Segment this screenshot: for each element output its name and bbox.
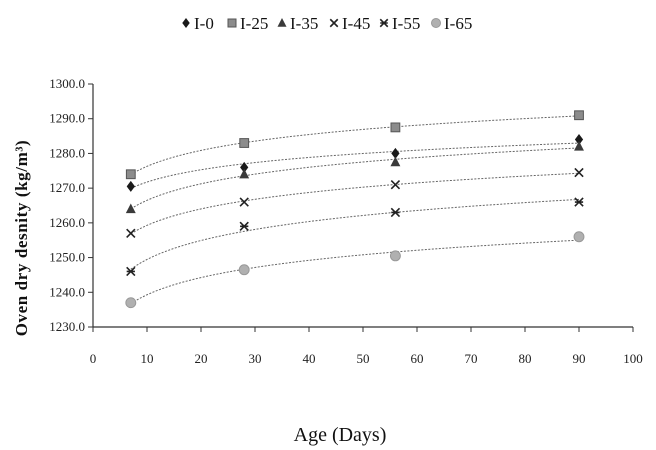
- x-tick-label: 0: [90, 351, 97, 366]
- legend-marker-i-25: [227, 18, 237, 28]
- legend-marker-i-55: [379, 18, 389, 28]
- data-point-i-25: [125, 169, 136, 180]
- legend-label: I-65: [444, 14, 472, 33]
- data-point-i-35: [390, 156, 401, 167]
- data-point-i-65: [573, 231, 585, 243]
- data-point-i-25: [390, 122, 401, 133]
- data-point-i-35: [574, 140, 584, 151]
- axes: [92, 84, 633, 328]
- y-tick-label: 1290.0: [49, 111, 85, 126]
- data-point-i-65: [125, 297, 137, 309]
- data-point-i-25: [239, 138, 250, 148]
- x-tick-label: 20: [195, 351, 208, 366]
- trendline-i-55: [130, 198, 580, 270]
- y-tick-label: 1270.0: [49, 180, 85, 195]
- legend-marker-i-45: [329, 18, 339, 28]
- data-point-i-55: [390, 207, 401, 218]
- x-tick-label: 90: [573, 351, 586, 366]
- data-point-i-35: [125, 203, 136, 214]
- legend-label: I-35: [290, 14, 318, 33]
- y-tick-label: 1230.0: [49, 319, 85, 334]
- data-point-i-55: [126, 266, 136, 277]
- legend-item-i-35: I-35: [277, 14, 318, 33]
- y-tick-label: 1250.0: [49, 250, 85, 265]
- y-tick-label: 1240.0: [49, 284, 85, 299]
- data-point-i-45: [574, 167, 584, 178]
- trendline-i-35: [130, 147, 580, 210]
- y-axis-title: Oven dry desnity (kg/m³): [12, 140, 31, 337]
- legend-marker-i-0: [182, 18, 190, 28]
- data-point-i-0: [574, 134, 584, 146]
- data-point-i-45: [390, 179, 401, 190]
- trendline-i-65: [130, 239, 580, 305]
- legend: I-0 I-25 I-35 I-45 I-55 I-65: [182, 14, 472, 33]
- y-ticks: 1230.0 1240.0 1250.0 1260.0 1270.0 1280.0 1290…: [49, 76, 93, 334]
- x-tick-label: 100: [623, 351, 643, 366]
- legend-label: I-25: [240, 14, 268, 33]
- data-point-i-0: [240, 161, 249, 173]
- data-point-i-65: [238, 264, 250, 276]
- y-tick-label: 1300.0: [49, 76, 85, 91]
- legend-item-i-25: I-25: [227, 14, 268, 33]
- data-point-i-35: [239, 168, 250, 179]
- legend-item-i-65: I-65: [431, 14, 472, 33]
- y-tick-label: 1280.0: [49, 145, 85, 160]
- data-point-i-45: [126, 228, 136, 238]
- data-point-i-25: [574, 110, 584, 121]
- legend-item-i-0: I-0: [182, 14, 214, 33]
- data-point-i-0: [391, 147, 400, 159]
- x-tick-label: 60: [411, 351, 424, 366]
- x-tick-label: 80: [519, 351, 532, 366]
- legend-label: I-55: [392, 14, 420, 33]
- data-point-i-0: [126, 180, 135, 192]
- data-point-i-65: [389, 250, 401, 262]
- legend-marker-i-35: [277, 18, 287, 27]
- legend-item-i-55: I-55: [379, 14, 420, 33]
- x-tick-label: 40: [303, 351, 316, 366]
- data-point-i-45: [239, 197, 249, 207]
- trendline-i-25: [130, 115, 580, 175]
- x-axis-title: Age (Days): [294, 424, 387, 446]
- x-tick-label: 30: [249, 351, 262, 366]
- data-point-i-55: [239, 221, 249, 232]
- trendline-i-0: [130, 142, 580, 189]
- x-tick-label: 50: [357, 351, 370, 366]
- data-point-i-55: [574, 197, 584, 207]
- trendlines: [130, 115, 580, 305]
- legend-label: I-45: [342, 14, 370, 33]
- x-tick-label: 10: [141, 351, 154, 366]
- x-ticks: 0 10 20 30 40 50 60 70 80 90 100: [90, 327, 643, 366]
- markers: [125, 110, 585, 309]
- legend-label: I-0: [194, 14, 214, 33]
- x-tick-label: 70: [465, 351, 478, 366]
- legend-marker-i-65: [431, 18, 441, 28]
- y-tick-label: 1260.0: [49, 215, 85, 230]
- legend-item-i-45: I-45: [329, 14, 370, 33]
